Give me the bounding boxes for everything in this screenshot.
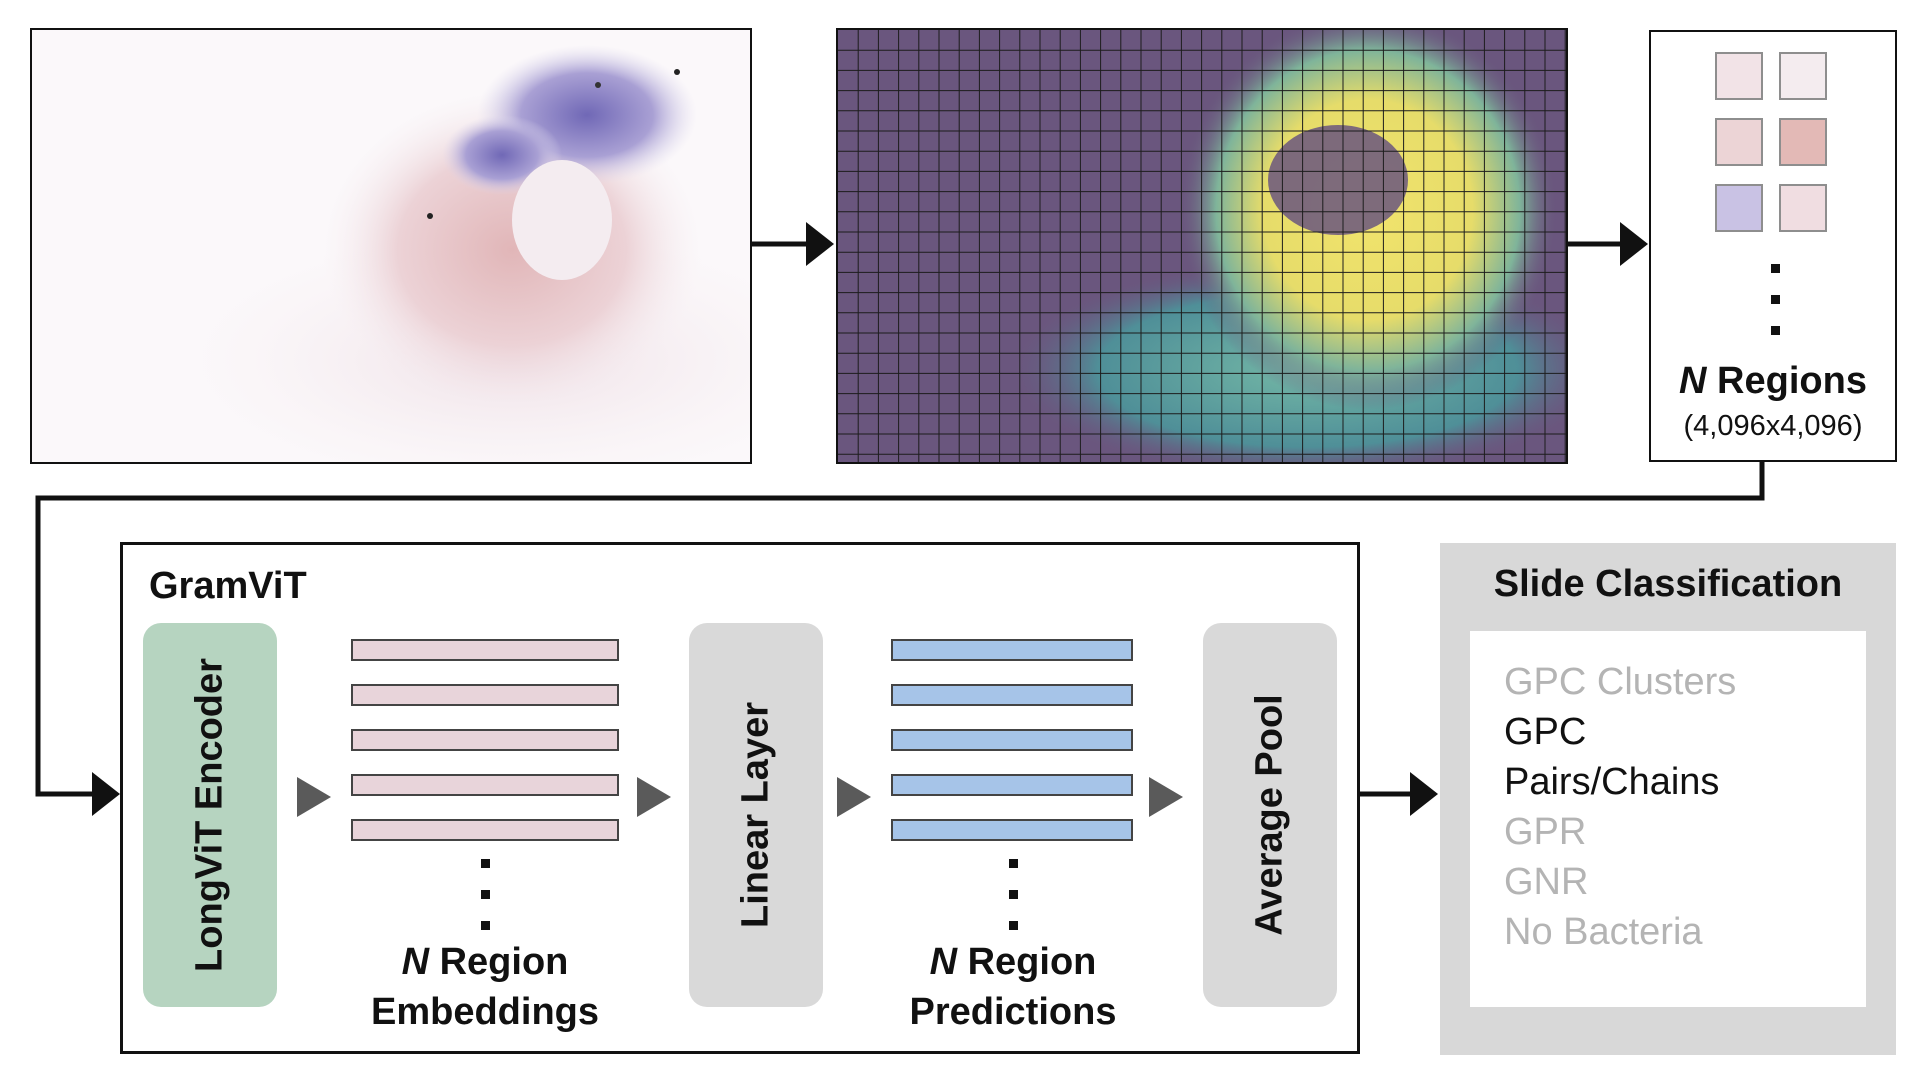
region-tile — [1779, 52, 1827, 100]
class-item: Pairs/Chains — [1504, 761, 1720, 803]
region-tile — [1779, 118, 1827, 166]
predictions-caption-line2: Predictions — [909, 991, 1117, 1033]
whole-slide-image — [30, 28, 752, 464]
arrowhead-gramvit-to-classification — [1410, 772, 1438, 816]
predictions-caption-line1: Region — [967, 941, 1097, 983]
gramvit-block: GramViT LongViT Encoder N Region Embeddi… — [120, 542, 1360, 1054]
linear-layer-block: Linear Layer — [689, 623, 823, 1007]
regions-title: N Regions — [1651, 360, 1895, 403]
class-item: No Bacteria — [1504, 911, 1703, 953]
linear-layer-label: Linear Layer — [734, 702, 777, 928]
region-tile — [1715, 118, 1763, 166]
average-pool-label: Average Pool — [1248, 694, 1291, 936]
embedding-bar — [351, 819, 619, 841]
tiled-slide-mask — [836, 28, 1568, 464]
class-list: GPC Clusters GPC Pairs/Chains GPR GNR No… — [1470, 631, 1866, 1007]
predictions-caption: N Region Predictions — [863, 937, 1163, 1037]
regions-panel: N Regions (4,096x4,096) — [1649, 30, 1897, 462]
slide-classification-panel: Slide Classification GPC Clusters GPC Pa… — [1440, 543, 1896, 1055]
embedding-bar — [351, 684, 619, 706]
regions-label: Regions — [1717, 360, 1867, 402]
flow-triangle — [837, 777, 871, 817]
slide-classification-title: Slide Classification — [1493, 563, 1843, 605]
flow-triangle — [1149, 777, 1183, 817]
flow-triangle — [637, 777, 671, 817]
class-item: GPC Clusters — [1504, 661, 1737, 703]
regions-n-symbol: N — [1679, 360, 1707, 402]
embeddings-caption-line1: Region — [439, 941, 569, 983]
embedding-bar — [351, 729, 619, 751]
class-item: GPR — [1504, 811, 1587, 853]
embeddings-caption-line2: Embeddings — [370, 991, 600, 1033]
regions-size: (4,096x4,096) — [1683, 410, 1863, 442]
flow-triangle — [297, 777, 331, 817]
region-tile — [1715, 184, 1763, 232]
prediction-bar — [891, 774, 1133, 796]
prediction-bar — [891, 639, 1133, 661]
arrowhead-mask-to-regions — [1620, 222, 1648, 266]
tile-grid-map — [838, 30, 1566, 462]
whole-slide-tissue-illustration — [32, 30, 750, 462]
longvit-encoder-block: LongViT Encoder — [143, 623, 277, 1007]
class-item: GPC — [1504, 711, 1587, 753]
arrowhead-slide-to-mask — [806, 222, 834, 266]
continuation-dots — [1771, 264, 1781, 357]
prediction-bar — [891, 684, 1133, 706]
embeddings-caption: N Region Embeddings — [331, 937, 639, 1037]
predictions-n-symbol: N — [929, 941, 958, 983]
region-tile — [1715, 52, 1763, 100]
longvit-encoder-label: LongViT Encoder — [188, 658, 231, 972]
arrow-line-regions-to-gramvit — [35, 462, 1765, 797]
region-tile — [1779, 184, 1827, 232]
prediction-bar — [891, 729, 1133, 751]
average-pool-block: Average Pool — [1203, 623, 1337, 1007]
embedding-bar — [351, 774, 619, 796]
class-item: GNR — [1504, 861, 1589, 903]
embeddings-n-symbol: N — [401, 941, 430, 983]
prediction-bar — [891, 819, 1133, 841]
gramvit-title: GramViT — [149, 565, 307, 607]
embedding-bar — [351, 639, 619, 661]
continuation-dots — [1009, 859, 1019, 952]
arrowhead-regions-to-gramvit — [92, 772, 120, 816]
grid-lines — [838, 30, 1566, 462]
continuation-dots — [481, 859, 491, 952]
